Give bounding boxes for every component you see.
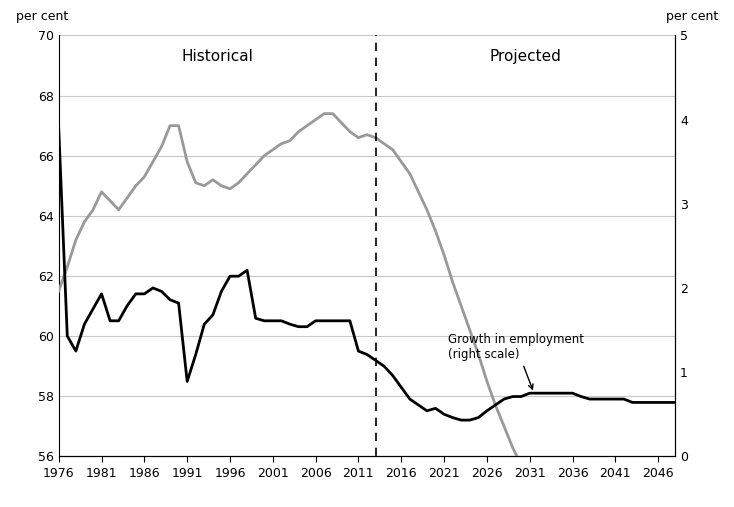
- Text: Labour force participation rate
(left scale): Labour force participation rate (left sc…: [0, 506, 1, 507]
- Text: Historical: Historical: [181, 49, 253, 64]
- Text: Growth in employment
(right scale): Growth in employment (right scale): [448, 333, 584, 389]
- Text: Projected: Projected: [490, 49, 562, 64]
- Text: per cent: per cent: [15, 10, 68, 23]
- Text: per cent: per cent: [666, 10, 719, 23]
